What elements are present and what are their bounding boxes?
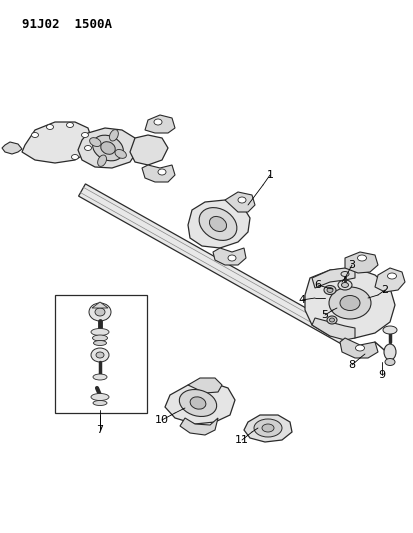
Ellipse shape: [254, 419, 281, 437]
Ellipse shape: [91, 328, 109, 335]
Ellipse shape: [95, 308, 105, 316]
Ellipse shape: [81, 133, 88, 138]
Polygon shape: [165, 382, 235, 424]
Ellipse shape: [387, 273, 396, 279]
Polygon shape: [243, 415, 291, 442]
Ellipse shape: [46, 125, 53, 130]
Text: 8: 8: [348, 360, 355, 370]
Polygon shape: [92, 302, 108, 308]
Text: 10: 10: [154, 415, 169, 425]
Ellipse shape: [326, 316, 336, 324]
Text: 91J02  1500A: 91J02 1500A: [22, 18, 112, 31]
Ellipse shape: [383, 344, 395, 360]
Ellipse shape: [109, 130, 118, 141]
Ellipse shape: [261, 424, 273, 432]
Text: 6: 6: [314, 280, 321, 290]
Ellipse shape: [92, 335, 107, 341]
Polygon shape: [22, 122, 92, 163]
Polygon shape: [311, 268, 354, 288]
Ellipse shape: [91, 393, 109, 400]
Ellipse shape: [66, 123, 74, 127]
Ellipse shape: [89, 138, 101, 147]
Ellipse shape: [158, 169, 166, 175]
Ellipse shape: [91, 348, 109, 362]
Ellipse shape: [209, 216, 226, 231]
Ellipse shape: [382, 326, 396, 334]
Ellipse shape: [340, 271, 348, 277]
Ellipse shape: [97, 155, 106, 166]
Polygon shape: [145, 115, 175, 133]
Text: 11: 11: [235, 435, 248, 445]
Polygon shape: [212, 248, 245, 265]
FancyBboxPatch shape: [55, 295, 147, 413]
Ellipse shape: [199, 208, 236, 240]
Polygon shape: [180, 418, 218, 435]
Ellipse shape: [228, 255, 235, 261]
Ellipse shape: [115, 149, 126, 158]
Polygon shape: [339, 338, 377, 358]
Polygon shape: [78, 184, 348, 344]
Text: 5: 5: [321, 310, 328, 320]
Ellipse shape: [329, 318, 334, 322]
Text: 1: 1: [266, 170, 273, 180]
Ellipse shape: [237, 197, 245, 203]
Ellipse shape: [357, 255, 366, 261]
Ellipse shape: [71, 155, 78, 159]
Text: 2: 2: [380, 285, 388, 295]
Ellipse shape: [89, 303, 111, 321]
Polygon shape: [374, 268, 404, 292]
Polygon shape: [304, 268, 394, 338]
Ellipse shape: [190, 397, 205, 409]
Ellipse shape: [93, 374, 107, 380]
Polygon shape: [224, 192, 254, 212]
Polygon shape: [2, 142, 22, 154]
Ellipse shape: [31, 133, 38, 138]
Ellipse shape: [337, 280, 351, 290]
Ellipse shape: [93, 400, 107, 406]
Ellipse shape: [93, 135, 123, 161]
Ellipse shape: [100, 142, 115, 154]
Ellipse shape: [93, 341, 106, 345]
Polygon shape: [188, 378, 221, 393]
Polygon shape: [188, 200, 249, 248]
Ellipse shape: [341, 282, 348, 287]
Ellipse shape: [154, 119, 161, 125]
Polygon shape: [78, 128, 138, 168]
Ellipse shape: [328, 287, 370, 319]
Ellipse shape: [355, 345, 363, 351]
Text: 9: 9: [377, 370, 385, 380]
Ellipse shape: [179, 390, 216, 416]
Polygon shape: [130, 135, 168, 165]
Text: 7: 7: [96, 425, 103, 435]
Ellipse shape: [84, 146, 91, 150]
Polygon shape: [142, 165, 175, 182]
Ellipse shape: [326, 287, 332, 293]
Polygon shape: [344, 252, 377, 273]
Ellipse shape: [323, 286, 335, 295]
Polygon shape: [311, 318, 354, 340]
Ellipse shape: [384, 359, 394, 366]
Text: 3: 3: [348, 260, 355, 270]
Ellipse shape: [339, 295, 359, 311]
Text: 4: 4: [298, 295, 305, 305]
Ellipse shape: [96, 352, 104, 358]
